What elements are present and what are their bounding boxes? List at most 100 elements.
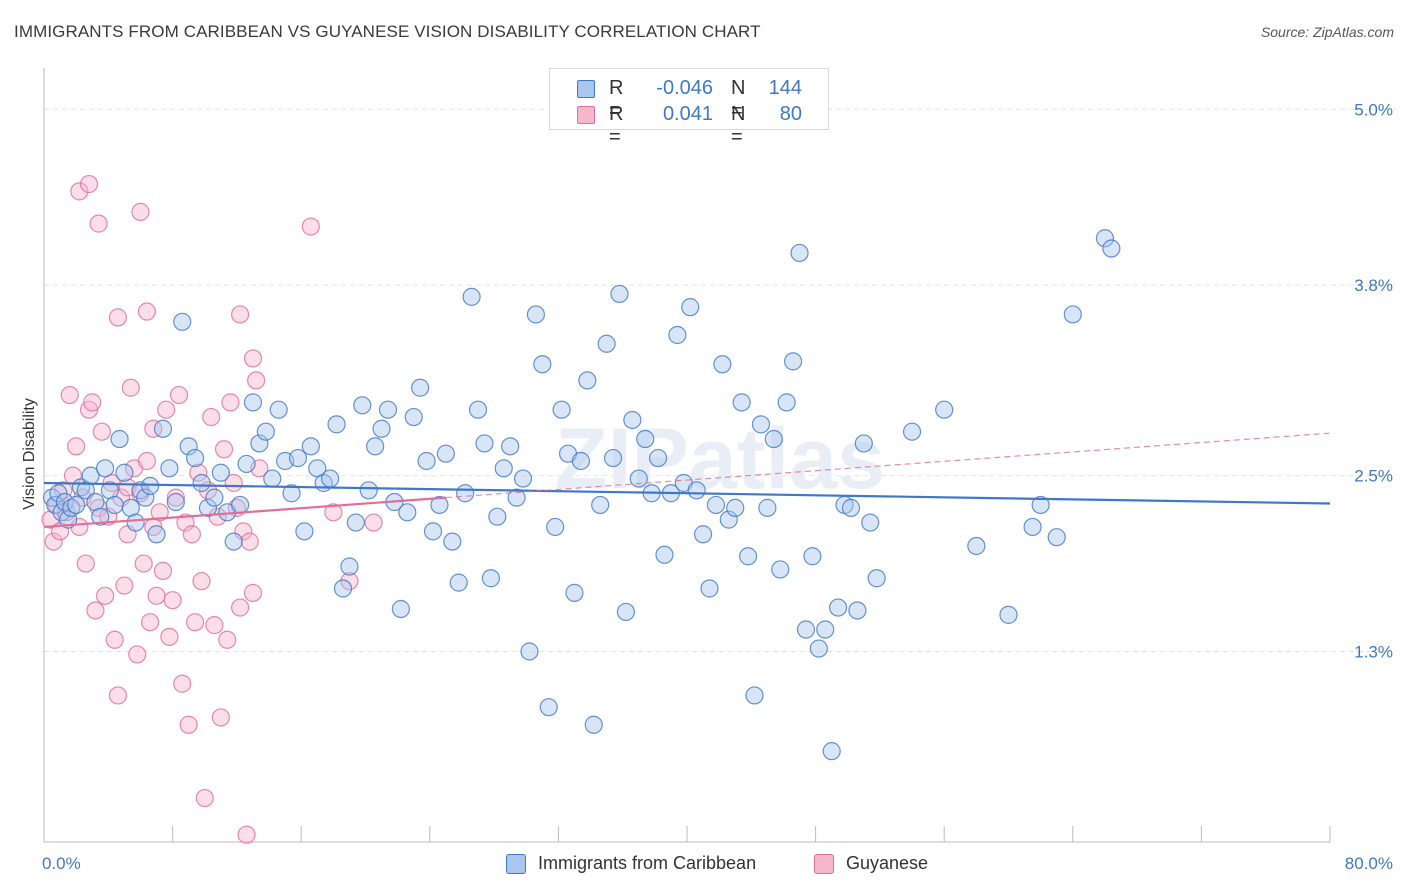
chart-title: IMMIGRANTS FROM CARIBBEAN VS GUYANESE VI… <box>14 22 761 41</box>
series-legend: Immigrants from Caribbean Guyanese <box>0 852 1406 878</box>
guyanese-point <box>247 371 266 390</box>
guyanese-point <box>301 217 320 236</box>
caribbean-point <box>475 434 494 453</box>
guyanese-point <box>157 400 176 419</box>
caribbean-point <box>160 459 179 478</box>
caribbean-point <box>848 601 867 620</box>
caribbean-point <box>359 481 378 500</box>
guyanese-point <box>147 586 166 605</box>
guyanese-point <box>121 378 140 397</box>
caribbean-point <box>198 498 218 517</box>
caribbean-point <box>935 400 954 419</box>
guyanese-point <box>166 488 185 507</box>
caribbean-point <box>841 498 861 517</box>
pink-swatch <box>577 106 595 124</box>
caribbean-point <box>243 393 263 412</box>
caribbean-point <box>301 437 320 456</box>
caribbean-point <box>526 305 545 324</box>
legend-n-value: 80 <box>779 103 802 125</box>
caribbean-point <box>95 459 115 478</box>
caribbean-point <box>494 459 513 478</box>
caribbean-point <box>597 334 616 353</box>
caribbean-point <box>456 484 475 503</box>
caribbean-point <box>76 481 95 500</box>
caribbean-point <box>288 448 308 468</box>
guyanese-point <box>202 407 221 427</box>
y-tick-label: 5.0% <box>1354 100 1393 119</box>
guyanese-point <box>340 572 359 591</box>
caribbean-point <box>771 560 790 579</box>
caribbean-point <box>100 481 120 500</box>
caribbean-point <box>231 495 250 515</box>
legend-r-value: 0.041 <box>662 103 713 125</box>
guyanese-point <box>324 503 343 522</box>
guyanese-trend-extension <box>445 432 1331 499</box>
caribbean-point <box>867 569 886 588</box>
caribbean-point <box>398 503 417 522</box>
legend-n-label: N = <box>731 77 746 122</box>
caribbean-point <box>346 513 365 532</box>
legend-r-value: -0.046 <box>656 77 713 99</box>
legend-n-label: N = <box>731 103 746 148</box>
guyanese-point <box>243 349 263 368</box>
guyanese-point <box>195 788 214 808</box>
caribbean-point <box>1063 305 1082 324</box>
caribbean-point <box>121 498 140 517</box>
caribbean-point <box>436 444 455 463</box>
caribbean-point <box>565 583 584 602</box>
caribbean-point <box>552 400 571 419</box>
guyanese-point <box>186 613 205 632</box>
caribbean-point <box>340 557 359 576</box>
caribbean-point <box>173 312 192 331</box>
correlation-legend: R = -0.046 N = 144 R = 0.041 N = 80 <box>549 68 829 148</box>
caribbean-point <box>623 410 642 430</box>
caribbean-point <box>186 448 205 468</box>
caribbean-point <box>636 429 655 449</box>
caribbean-point <box>67 495 86 515</box>
pink-swatch <box>814 854 834 874</box>
caribbean-point <box>404 407 423 427</box>
caribbean-point <box>629 469 648 488</box>
caribbean-point <box>295 522 314 541</box>
caribbean-point <box>854 434 873 453</box>
caribbean-point <box>372 419 391 438</box>
caribbean-point <box>353 396 372 415</box>
caribbean-point <box>591 495 610 515</box>
caribbean-point <box>269 400 288 419</box>
caribbean-point <box>648 448 668 468</box>
caribbean-point <box>616 602 636 622</box>
caribbean-point <box>1047 528 1066 547</box>
guyanese-point <box>105 630 124 649</box>
caribbean-point <box>610 284 629 304</box>
caribbean-point <box>237 454 256 474</box>
guyanese-point <box>86 601 105 620</box>
legend-r-label: R = <box>609 103 624 148</box>
blue-swatch <box>577 80 595 98</box>
caribbean-point <box>136 488 155 507</box>
guyanese-point <box>163 591 182 610</box>
guyanese-point <box>182 525 201 544</box>
caribbean-point <box>224 532 243 551</box>
caribbean-point <box>443 532 462 551</box>
caribbean-point <box>140 476 160 496</box>
y-tick-label: 1.3% <box>1354 643 1393 662</box>
caribbean-point <box>391 599 410 619</box>
guyanese-point <box>137 451 156 471</box>
guyanese-point <box>44 532 63 551</box>
guyanese-point <box>214 440 234 459</box>
guyanese-point <box>60 385 79 405</box>
guyanese-point <box>108 686 128 705</box>
caribbean-point <box>105 495 124 515</box>
guyanese-point <box>176 513 195 532</box>
caribbean-point <box>829 598 848 617</box>
y-tick-label: 2.5% <box>1354 467 1393 486</box>
guyanese-point <box>131 202 150 221</box>
legend-r-label: R = <box>609 77 624 122</box>
legend-n-value: 144 <box>768 77 802 99</box>
guyanese-point <box>221 393 240 412</box>
guyanese-point <box>173 674 192 693</box>
guyanese-point <box>134 554 153 573</box>
caribbean-point <box>764 429 783 449</box>
caribbean-point <box>166 492 185 512</box>
